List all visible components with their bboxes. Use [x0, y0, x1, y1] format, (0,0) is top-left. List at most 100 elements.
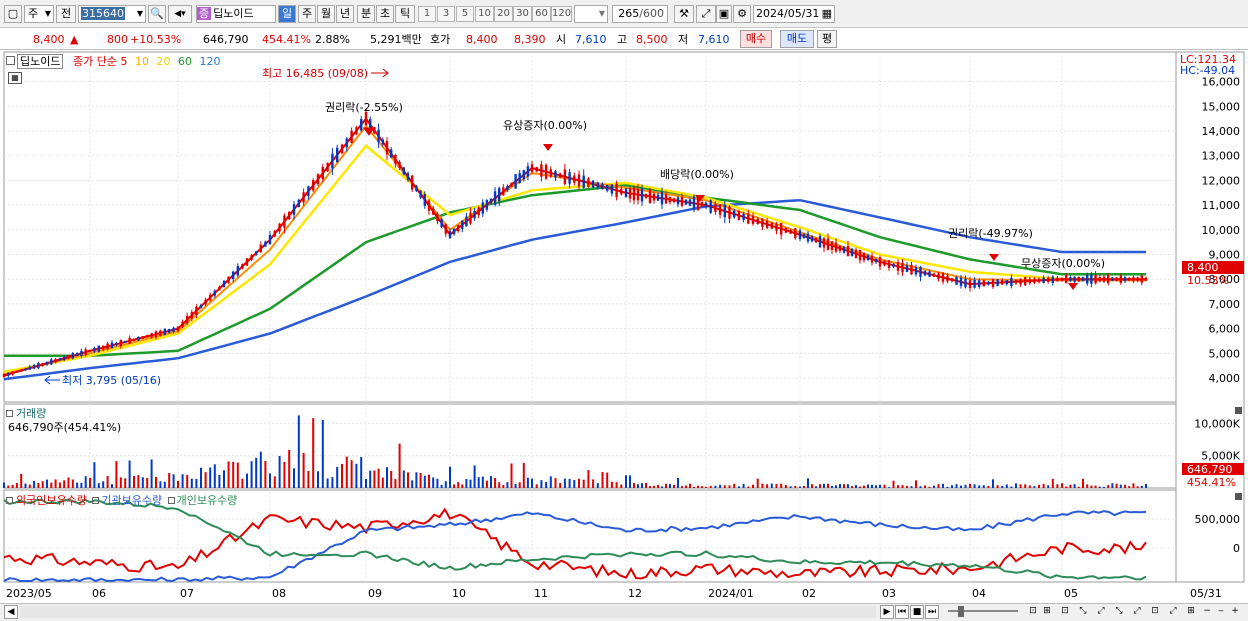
panel-menu-icon[interactable] — [6, 410, 13, 417]
volume-bar — [41, 481, 44, 488]
sell-button[interactable]: 매도 — [780, 30, 814, 48]
stock-name-field[interactable]: 증 딥노이드 — [196, 5, 276, 23]
tool-icon[interactable]: ⤢ — [1169, 606, 1177, 616]
legend-ma60[interactable]: 60 — [177, 55, 192, 68]
interval-button-3[interactable]: 3 — [437, 6, 455, 22]
legend-prefix: 종가 단순 — [72, 55, 117, 68]
volume-bar — [11, 484, 14, 488]
tool-icon[interactable]: ⊡ — [1151, 606, 1159, 616]
candle-body — [822, 238, 826, 248]
tool-icon[interactable]: ⊞ — [1187, 606, 1195, 616]
fast-forward-icon[interactable]: ⏭ — [925, 605, 939, 619]
volume-bar — [195, 478, 198, 488]
legend-ma5[interactable]: 5 — [120, 55, 128, 68]
zoom-in-icon[interactable]: + — [1231, 606, 1239, 616]
zoom-slider[interactable] — [948, 610, 1018, 612]
panel-menu-icon[interactable] — [92, 497, 100, 504]
date-input[interactable]: 2024/05/31 ▦ — [753, 5, 835, 23]
interval-button-30[interactable]: 30 — [513, 6, 532, 22]
scope-button[interactable]: 전 — [56, 5, 76, 23]
volume-bar — [843, 484, 845, 488]
period-button-minute[interactable]: 분 — [357, 5, 375, 23]
chart-type-label: 주 — [28, 7, 39, 20]
panel-menu-icon[interactable] — [6, 56, 15, 65]
interval-button-5[interactable]: 5 — [456, 6, 474, 22]
speaker-icon[interactable]: ◀▾ — [168, 5, 192, 23]
volume-bar — [819, 484, 821, 488]
interval-custom-select[interactable]: ▼ — [574, 5, 608, 23]
scroll-right-icon[interactable]: ▶ — [880, 605, 894, 619]
zoom-slider-handle[interactable] — [958, 606, 964, 617]
volume-bar — [794, 486, 797, 488]
data-count-field[interactable]: 265/600 — [612, 5, 668, 23]
volume-bar — [326, 478, 329, 488]
interval-button-60[interactable]: 60 — [532, 6, 551, 22]
period-button-week[interactable]: 주 — [298, 5, 316, 23]
legend-ma10[interactable]: 10 — [134, 55, 149, 68]
rewind-icon[interactable]: ⏮ — [895, 605, 909, 619]
tool-icon[interactable]: ⤢ — [1133, 606, 1141, 616]
volume-bar — [789, 486, 792, 488]
price-y-tick: 15,000 — [1202, 100, 1241, 113]
tool-icon[interactable]: ⤡ — [1079, 606, 1087, 616]
legend-institution[interactable]: 기관보유수량 — [101, 494, 163, 507]
holder-line-0 — [3, 507, 1147, 580]
volume-bar — [901, 485, 904, 488]
tool-icon[interactable]: ⊡ — [1061, 606, 1069, 616]
interval-button-120[interactable]: 120 — [551, 6, 572, 22]
volume-bar — [200, 467, 202, 488]
close-icon[interactable] — [1235, 407, 1242, 414]
period-button-tick[interactable]: 틱 — [395, 5, 415, 23]
grid-table-icon[interactable]: ▦ — [8, 72, 22, 84]
tool-icon[interactable]: ⤢ — [1097, 606, 1105, 616]
volume-bar — [582, 479, 585, 488]
stock-chart[interactable]: 16,000 15,000 14,000 13,000 12,000 11,000 10,0… — [0, 51, 1248, 603]
legend-ma120[interactable]: 120 — [199, 55, 221, 68]
stock-code-input[interactable]: 315640 ▼ — [78, 5, 146, 23]
period-button-month[interactable]: 월 — [317, 5, 335, 23]
gear-icon[interactable]: ⚙ — [733, 5, 751, 23]
scroll-left-icon[interactable]: ◀ — [4, 605, 18, 619]
candle-settings-icon[interactable]: ⚒ — [674, 5, 694, 23]
period-button-second[interactable]: 초 — [376, 5, 394, 23]
zoom-out-icon[interactable]: − — [1203, 606, 1211, 616]
ex-rights-2-marker — [989, 254, 999, 261]
volume-bar — [360, 457, 363, 488]
stock-name-box[interactable]: 딥노이드 — [17, 54, 64, 69]
interval-button-10[interactable]: 10 — [475, 6, 494, 22]
scroll-track[interactable] — [20, 606, 876, 618]
candle-body — [540, 164, 543, 177]
panel-menu-icon[interactable] — [6, 497, 13, 504]
x-axis-label: 03 — [882, 587, 896, 600]
legend-ma20[interactable]: 20 — [156, 55, 171, 68]
close-icon[interactable] — [1235, 493, 1242, 500]
dash-icon[interactable]: ‒ — [1218, 606, 1224, 616]
evaluate-button[interactable]: 평 — [817, 30, 837, 48]
legend-foreign[interactable]: 외국인보유수량 — [16, 494, 87, 507]
interval-button-1[interactable]: 1 — [418, 6, 436, 22]
search-icon[interactable]: 🔍 — [148, 5, 166, 23]
volume-bar — [115, 461, 118, 488]
volume-bar — [955, 484, 958, 488]
chart-type-select[interactable]: 주 ▼ — [24, 5, 54, 23]
legend-individual[interactable]: 개인보유수량 — [176, 494, 238, 507]
candle-body — [373, 127, 376, 134]
tool-icon[interactable]: ⤡ — [1115, 606, 1123, 616]
stop-icon[interactable]: ■ — [910, 605, 924, 619]
window-icon[interactable]: ▢ — [4, 5, 22, 23]
interval-button-20[interactable]: 20 — [494, 6, 513, 22]
tool-icon[interactable]: ⊞ — [1043, 606, 1051, 616]
volume-bar — [502, 485, 505, 488]
save-icon[interactable]: ▣ — [716, 5, 732, 23]
drawing-tools-icon[interactable]: ⤢ — [696, 5, 716, 23]
calendar-icon[interactable]: ▦ — [821, 7, 832, 20]
candle-body — [493, 191, 497, 205]
candle-body — [1128, 277, 1131, 281]
buy-button[interactable]: 매수 — [740, 30, 772, 48]
volume-title[interactable]: 거래량 — [16, 407, 47, 420]
tool-icon[interactable]: ⊡ — [1029, 606, 1037, 616]
period-button-day[interactable]: 일 — [278, 5, 296, 23]
panel-menu-icon[interactable] — [167, 497, 175, 504]
period-button-year[interactable]: 년 — [336, 5, 354, 23]
candle-body — [728, 206, 731, 219]
